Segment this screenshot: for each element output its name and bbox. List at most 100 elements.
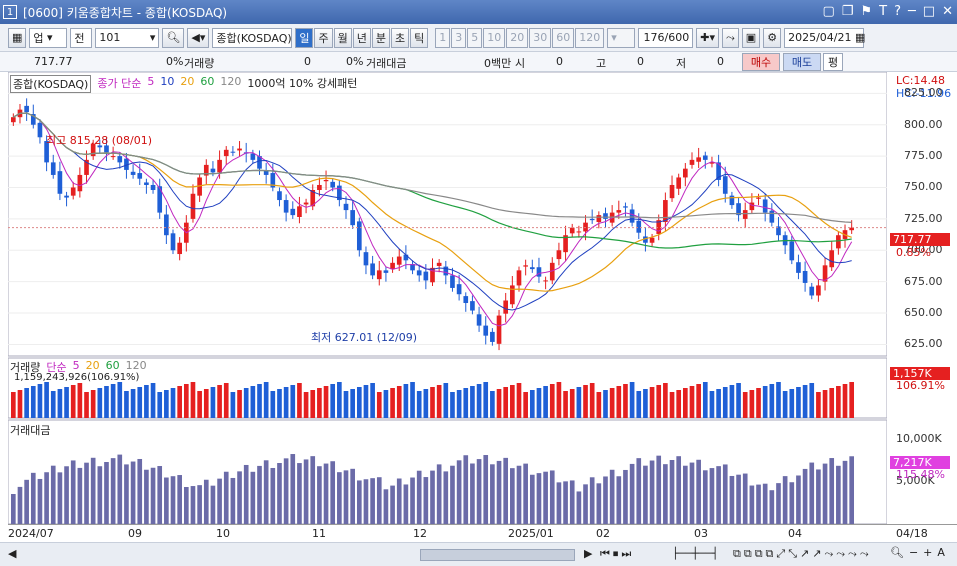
candle-body bbox=[849, 227, 855, 231]
interval-tab-7[interactable]: 120 bbox=[575, 27, 605, 48]
volume-bar bbox=[50, 391, 56, 418]
x-tick-7: 03 bbox=[694, 527, 708, 540]
price-legend-ma-label: 종가 단순 bbox=[97, 77, 142, 90]
scroll-left-icon[interactable]: ◀ bbox=[8, 547, 17, 560]
volume-bar bbox=[356, 387, 362, 418]
interval-tab-6[interactable]: 60 bbox=[552, 27, 575, 48]
low-value: 0 bbox=[717, 55, 724, 68]
value-bar bbox=[676, 456, 682, 524]
period-tab-5[interactable]: 초 bbox=[390, 27, 410, 48]
layout-icon[interactable]: ▦ bbox=[8, 27, 27, 48]
date-field[interactable]: 2025/04/21 ▦ bbox=[784, 27, 865, 48]
period-tab-3[interactable]: 년 bbox=[352, 27, 371, 48]
market-type-select[interactable]: 전 bbox=[70, 27, 93, 48]
vol-ma60: 60 bbox=[105, 359, 120, 372]
period-tab-4[interactable]: 분 bbox=[371, 27, 390, 48]
window-button-5[interactable]: ─ bbox=[907, 4, 916, 19]
window-button-2[interactable]: ⚑ bbox=[860, 4, 873, 19]
volume-bar bbox=[702, 382, 708, 418]
candle-body bbox=[30, 114, 36, 125]
scroll-right-icon[interactable]: ▶ bbox=[584, 547, 593, 560]
volume-bar bbox=[496, 389, 502, 418]
value-pct-tag: 115.48% bbox=[896, 468, 945, 481]
window-titlebar[interactable]: 1 [0600] 키움종합차트 - 종합(KOSDAQ) ▢ ❐ ⚑ T? ─ □ ✕ bbox=[0, 0, 957, 24]
volume-bar bbox=[144, 385, 149, 418]
candle-body bbox=[822, 265, 828, 282]
value-bar bbox=[829, 458, 835, 524]
period-tab-6[interactable]: 틱 bbox=[410, 27, 429, 48]
volume-bar bbox=[796, 387, 801, 418]
interval-tab-0[interactable]: 1 bbox=[435, 27, 451, 48]
volume-bar bbox=[416, 391, 422, 418]
volume-bar bbox=[816, 392, 821, 418]
count-field[interactable]: 176/600 bbox=[638, 27, 694, 48]
candle-body bbox=[583, 222, 588, 232]
volume-bar bbox=[270, 391, 276, 418]
interval-tab-4[interactable]: 20 bbox=[506, 27, 529, 48]
window-button-6[interactable]: □ bbox=[922, 4, 936, 19]
interval-tab-1[interactable]: 3 bbox=[451, 27, 467, 48]
settings-icon[interactable]: ⚙ bbox=[763, 27, 782, 48]
interval-dropdown[interactable]: ▾ bbox=[607, 27, 636, 48]
search-icon[interactable]: 🔍︎ bbox=[162, 27, 185, 48]
window-button-3[interactable]: T bbox=[879, 4, 888, 19]
volume-bar bbox=[203, 389, 209, 418]
volume-bar bbox=[84, 392, 89, 418]
volume-bar bbox=[683, 388, 688, 418]
volume-bar bbox=[337, 382, 342, 418]
candle-body bbox=[816, 285, 821, 296]
sell-button[interactable]: 매도 bbox=[783, 53, 821, 71]
legend-ma10: 10 bbox=[160, 75, 175, 88]
interval-tab-5[interactable]: 30 bbox=[529, 27, 552, 48]
volume-bar bbox=[696, 384, 701, 418]
volume-legend-name: 거래량 bbox=[10, 361, 41, 374]
volume-bar bbox=[616, 386, 622, 418]
interval-tabs: 1 3 5 10 20 30 60 120 bbox=[435, 27, 605, 48]
volume-bar bbox=[563, 391, 568, 418]
candle-body bbox=[37, 122, 43, 138]
last-pct-tag: 0.85% bbox=[896, 246, 931, 259]
candle-body bbox=[170, 233, 176, 251]
zoom-slider-icon[interactable]: ├──┼──┤ bbox=[672, 547, 719, 560]
value-bar bbox=[669, 460, 675, 524]
interval-tab-2[interactable]: 5 bbox=[467, 27, 483, 48]
period-tab-0[interactable]: 일 bbox=[295, 27, 314, 48]
buy-button[interactable]: 매수 bbox=[742, 53, 780, 71]
period-tab-2[interactable]: 월 bbox=[333, 27, 352, 48]
window-button-0[interactable]: ▢ bbox=[822, 4, 835, 19]
save-icon[interactable]: ▣ bbox=[741, 27, 761, 48]
chart-scrollbar[interactable]: ◀ ▶ ⏮⏹⏭ ├──┼──┤ ⧉⧉⧉⧉⤢⤡↗↗⤳⤳⤳⤳ 🔍︎−+A bbox=[0, 542, 957, 566]
volume-bar bbox=[516, 383, 522, 418]
value-bar bbox=[223, 471, 229, 524]
interval-tab-3[interactable]: 10 bbox=[483, 27, 506, 48]
quote-bar: 717.77 0% 거래량 0 0% 거래대금 0백만 시 0 고 0 저 0 … bbox=[0, 52, 957, 72]
period-tab-1[interactable]: 주 bbox=[314, 27, 333, 48]
price-chart[interactable] bbox=[8, 72, 887, 524]
candle-body bbox=[230, 151, 236, 153]
market-select[interactable]: 업 ▾ bbox=[29, 27, 68, 48]
candle-body bbox=[716, 162, 721, 180]
value-bar bbox=[84, 462, 89, 524]
scroll-thumb[interactable] bbox=[420, 549, 575, 561]
window-number: 1 bbox=[3, 5, 17, 19]
playback-icons[interactable]: ⏮⏹⏭ bbox=[600, 547, 635, 560]
value-bar bbox=[729, 475, 735, 524]
tool-icons[interactable]: ⧉⧉⧉⧉⤢⤡↗↗⤳⤳⤳⤳ bbox=[733, 547, 872, 560]
candle-body bbox=[144, 182, 149, 185]
code-input[interactable]: 101 ▾ bbox=[95, 27, 160, 48]
window-button-4[interactable]: ? bbox=[894, 4, 901, 19]
volume-bar bbox=[130, 389, 136, 418]
avg-button[interactable]: 평 bbox=[823, 53, 843, 71]
value-bar bbox=[483, 455, 489, 524]
value-bar bbox=[596, 483, 602, 524]
candle-body bbox=[50, 162, 56, 175]
trend-icon[interactable]: ⤳ bbox=[721, 27, 739, 48]
speaker-icon[interactable]: ◀▾ bbox=[187, 27, 210, 48]
window-button-1[interactable]: ❐ bbox=[841, 4, 854, 19]
window-button-7[interactable]: ✕ bbox=[942, 4, 953, 19]
zoom-icons[interactable]: 🔍︎−+A bbox=[890, 546, 950, 559]
value-bar bbox=[77, 467, 83, 524]
indicator-icon[interactable]: ✚▾ bbox=[696, 27, 719, 48]
volume-bar bbox=[137, 387, 143, 418]
